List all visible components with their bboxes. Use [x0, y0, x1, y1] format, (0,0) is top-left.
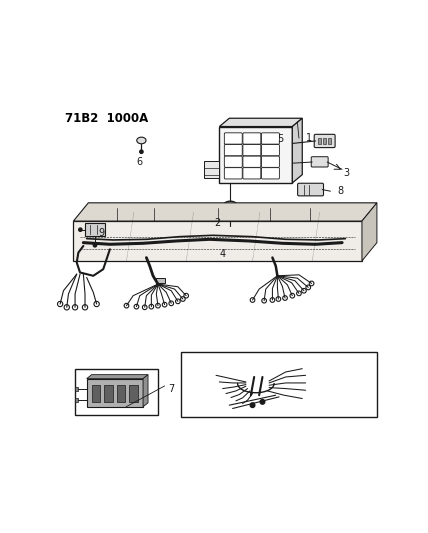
Ellipse shape: [137, 137, 146, 144]
FancyBboxPatch shape: [243, 144, 261, 156]
FancyBboxPatch shape: [262, 133, 279, 144]
Bar: [156, 278, 165, 284]
Polygon shape: [219, 118, 302, 126]
Bar: [74, 221, 362, 261]
Circle shape: [250, 403, 255, 408]
FancyBboxPatch shape: [262, 168, 279, 179]
Bar: [323, 138, 326, 144]
Bar: [181, 352, 377, 417]
Polygon shape: [86, 375, 148, 378]
Text: 7: 7: [168, 384, 174, 394]
Bar: [75, 369, 158, 415]
Circle shape: [260, 400, 265, 404]
FancyBboxPatch shape: [297, 183, 324, 196]
Text: 1: 1: [306, 133, 312, 143]
Text: 71B2  1000A: 71B2 1000A: [65, 111, 149, 125]
Polygon shape: [74, 203, 377, 221]
Bar: [205, 161, 219, 178]
Text: 9: 9: [98, 228, 105, 238]
Circle shape: [93, 244, 97, 247]
FancyBboxPatch shape: [311, 157, 328, 167]
Circle shape: [140, 150, 143, 154]
FancyBboxPatch shape: [224, 133, 242, 144]
Bar: [104, 385, 113, 402]
FancyBboxPatch shape: [262, 144, 279, 156]
Text: 2: 2: [214, 218, 221, 228]
Bar: [219, 126, 292, 183]
Circle shape: [229, 226, 232, 229]
Bar: [92, 385, 100, 402]
Bar: [129, 385, 138, 402]
Text: 4: 4: [219, 249, 226, 259]
Text: 3: 3: [344, 168, 350, 178]
FancyBboxPatch shape: [243, 133, 261, 144]
Circle shape: [79, 228, 82, 231]
Text: 8: 8: [337, 186, 343, 196]
Bar: [75, 386, 78, 391]
Bar: [75, 398, 78, 402]
Polygon shape: [143, 375, 148, 407]
Bar: [117, 385, 125, 402]
Bar: [318, 138, 321, 144]
FancyBboxPatch shape: [243, 168, 261, 179]
FancyBboxPatch shape: [224, 168, 242, 179]
Text: 5: 5: [278, 134, 284, 144]
Bar: [85, 223, 105, 236]
FancyBboxPatch shape: [314, 134, 335, 148]
Polygon shape: [362, 203, 377, 261]
FancyBboxPatch shape: [262, 156, 279, 167]
FancyBboxPatch shape: [243, 156, 261, 167]
Polygon shape: [292, 118, 302, 183]
Bar: [328, 138, 331, 144]
Text: 6: 6: [137, 157, 143, 167]
FancyBboxPatch shape: [224, 144, 242, 156]
Bar: [86, 378, 143, 407]
FancyBboxPatch shape: [224, 156, 242, 167]
